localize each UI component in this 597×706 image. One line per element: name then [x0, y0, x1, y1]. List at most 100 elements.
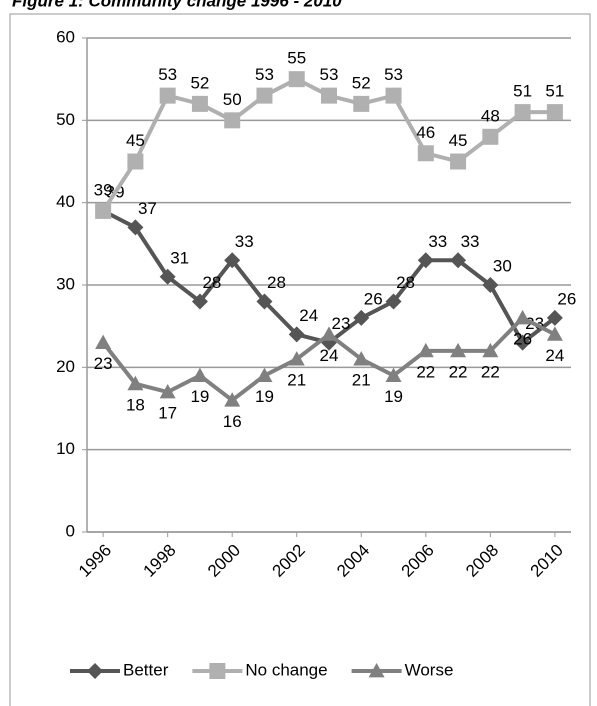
- data-point: [385, 87, 402, 104]
- data-label: 53: [255, 65, 274, 84]
- data-label: 48: [481, 106, 500, 125]
- data-label: 22: [481, 362, 500, 381]
- data-label: 26: [513, 329, 532, 348]
- data-point: [288, 326, 305, 343]
- data-point: [353, 309, 370, 326]
- data-point: [256, 87, 273, 104]
- data-point: [224, 252, 241, 269]
- data-point: [127, 153, 144, 170]
- data-label: 33: [235, 232, 254, 251]
- y-tick-label: 50: [56, 110, 75, 129]
- data-label: 19: [384, 387, 403, 406]
- data-label: 46: [416, 123, 435, 142]
- data-label: 21: [352, 371, 371, 390]
- data-point: [482, 277, 499, 293]
- data-label: 28: [396, 273, 415, 292]
- x-tick-label: 1998: [139, 541, 179, 581]
- y-tick-label: 20: [56, 357, 75, 376]
- y-tick-label: 60: [56, 27, 75, 46]
- data-point: [417, 145, 434, 162]
- data-point: [159, 268, 176, 285]
- data-point: [288, 71, 305, 88]
- data-label: 55: [287, 49, 306, 68]
- data-label: 39: [94, 180, 113, 199]
- data-label: 16: [223, 412, 242, 431]
- legend-label: No change: [245, 660, 327, 679]
- data-label: 28: [202, 273, 221, 292]
- data-label: 23: [94, 354, 113, 373]
- data-point: [546, 104, 563, 121]
- data-point: [288, 351, 305, 366]
- data-point: [95, 334, 112, 350]
- data-point: [450, 252, 467, 269]
- data-point: [514, 309, 531, 325]
- data-point: [385, 367, 402, 382]
- data-label: 51: [513, 82, 532, 101]
- data-point: [417, 252, 434, 269]
- data-label: 30: [493, 256, 512, 275]
- data-label: 37: [138, 199, 157, 218]
- data-point: [224, 112, 241, 129]
- data-point: [482, 342, 499, 358]
- data-point: [450, 153, 467, 170]
- data-label: 45: [126, 131, 145, 150]
- data-label: 28: [267, 273, 286, 292]
- data-label: 33: [461, 232, 480, 251]
- x-tick-label: 2000: [204, 541, 244, 581]
- data-label: 24: [545, 346, 564, 365]
- legend-marker: [87, 663, 103, 679]
- x-tick-label: 2008: [462, 541, 502, 581]
- data-point: [127, 375, 144, 391]
- data-point: [127, 219, 144, 236]
- data-label: 22: [449, 362, 468, 381]
- chart-border: [9, 13, 591, 706]
- data-label: 17: [158, 404, 177, 423]
- data-point: [353, 351, 370, 366]
- data-label: 53: [158, 65, 177, 84]
- data-point: [514, 104, 531, 121]
- legend-label: Better: [123, 660, 169, 679]
- x-tick-label: 2002: [269, 541, 309, 581]
- data-point: [514, 334, 531, 351]
- x-tick-label: 1996: [75, 541, 115, 581]
- data-point: [191, 293, 208, 310]
- data-point: [321, 326, 337, 341]
- data-point: [546, 309, 563, 326]
- data-label: 22: [416, 362, 435, 381]
- data-label: 52: [190, 73, 209, 92]
- data-point: [191, 367, 208, 382]
- y-tick-label: 10: [56, 439, 75, 458]
- data-label: 19: [190, 387, 209, 406]
- x-tick-label: 2006: [398, 541, 438, 581]
- y-tick-label: 30: [56, 274, 75, 293]
- data-label: 52: [352, 73, 371, 92]
- data-label: 24: [299, 306, 318, 325]
- data-point: [159, 384, 176, 399]
- data-label: 50: [223, 90, 242, 109]
- data-point: [546, 326, 563, 341]
- chart-title: Figure 1: Community change 1996 - 2010: [12, 0, 342, 10]
- data-point: [353, 95, 370, 112]
- data-point: [159, 87, 176, 104]
- data-label: 18: [126, 395, 145, 414]
- data-point: [482, 128, 499, 145]
- data-point: [191, 95, 208, 112]
- y-tick-label: 40: [56, 192, 75, 211]
- legend-label: Worse: [405, 660, 454, 679]
- data-label: 33: [428, 232, 447, 251]
- data-point: [417, 342, 434, 358]
- data-label: 45: [449, 131, 468, 150]
- data-point: [385, 293, 402, 310]
- legend-marker: [368, 663, 385, 678]
- x-tick-label: 2004: [333, 541, 373, 581]
- data-label: 51: [545, 82, 564, 101]
- data-label: 21: [287, 371, 306, 390]
- data-label: 26: [364, 289, 383, 308]
- data-point: [450, 342, 467, 358]
- y-tick-label: 0: [66, 521, 75, 540]
- data-label: 53: [320, 65, 339, 84]
- data-point: [256, 367, 273, 382]
- x-tick-label: 2010: [527, 541, 567, 581]
- data-label: 24: [320, 346, 339, 365]
